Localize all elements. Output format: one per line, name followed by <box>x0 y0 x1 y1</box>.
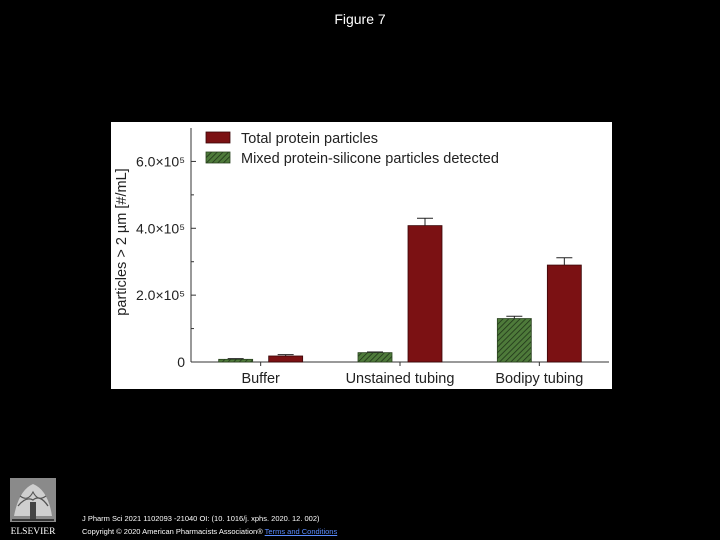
bar-chart: 0 2.0×10⁵ 4.0×10⁵ 6.0×10⁵ Buffer Unstained tu… <box>114 128 609 387</box>
x-tick-label: Bodipy tubing <box>495 371 583 387</box>
bar <box>218 358 254 363</box>
terms-and-conditions-link[interactable]: Terms and Conditions <box>264 527 338 536</box>
y-axis-label: particles > 2 µm [#/mL] <box>114 168 130 315</box>
x-tick-label: Buffer <box>241 371 280 387</box>
x-tick-label: Unstained tubing <box>346 371 455 387</box>
figure-panel: 0 2.0×10⁵ 4.0×10⁵ 6.0×10⁵ Buffer Unstained tu… <box>111 122 612 389</box>
copyright-line: Copyright © 2020 American Pharmacists As… <box>82 527 337 536</box>
y-tick-label: 4.0×10⁵ <box>136 220 185 236</box>
legend-label: Total protein particles <box>241 131 378 147</box>
legend-swatch <box>205 131 231 144</box>
bar <box>496 318 532 363</box>
elsevier-logo: ELSEVIER <box>10 478 57 537</box>
bars <box>218 217 582 363</box>
bar <box>268 355 304 363</box>
bar <box>407 225 443 363</box>
legend: Total protein particles Mixed protein-sil… <box>205 131 499 167</box>
axes: 0 2.0×10⁵ 4.0×10⁵ 6.0×10⁵ Buffer Unstained tu… <box>136 128 609 387</box>
y-tick-label: 2.0×10⁵ <box>136 287 185 303</box>
elsevier-wordmark: ELSEVIER <box>11 527 57 537</box>
legend-label: Mixed protein-silicone particles detecte… <box>241 151 499 167</box>
slide-title: Figure 7 <box>334 11 386 27</box>
citation-text: J Pharm Sci 2021 1102093 -21040 OI: (10.… <box>82 514 320 523</box>
elsevier-tree-logo <box>10 478 56 522</box>
copyright-text: Copyright © 2020 American Pharmacists As… <box>82 527 263 536</box>
y-tick-label: 6.0×10⁵ <box>136 153 185 169</box>
bar <box>357 352 393 363</box>
bar <box>546 264 582 363</box>
y-tick-label: 0 <box>177 354 185 370</box>
legend-swatch <box>205 151 231 164</box>
